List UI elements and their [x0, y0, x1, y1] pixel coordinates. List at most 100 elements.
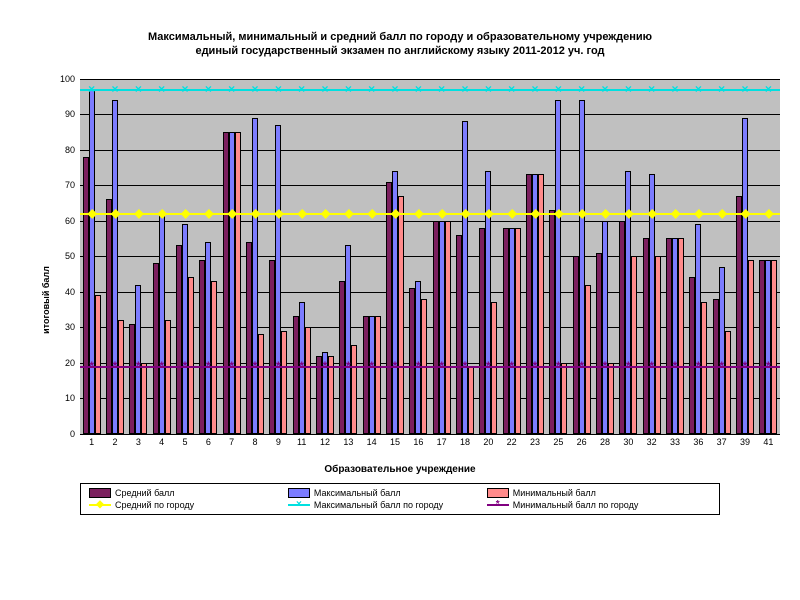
x-tick-label: 9: [276, 437, 281, 447]
reference-marker: ×: [298, 85, 306, 93]
gridline: [80, 221, 780, 222]
bar: [771, 260, 777, 434]
chart-title-line2: единый государственный экзамен по англий…: [20, 44, 780, 58]
y-tick-label: 0: [70, 429, 75, 439]
x-tick-label: 33: [670, 437, 680, 447]
reference-marker: ◆: [508, 209, 516, 217]
reference-marker: *: [764, 362, 772, 370]
reference-marker: *: [321, 362, 329, 370]
bar: [515, 228, 521, 434]
chart-title-line1: Максимальный, минимальный и средний балл…: [20, 30, 780, 44]
reference-marker: ◆: [694, 209, 702, 217]
chart-title: Максимальный, минимальный и средний балл…: [0, 0, 800, 69]
legend-item: Средний балл: [89, 488, 276, 498]
reference-marker: *: [671, 362, 679, 370]
legend-line-swatch: ×: [288, 500, 310, 510]
reference-marker: ◆: [554, 209, 562, 217]
reference-marker: ×: [88, 85, 96, 93]
reference-marker: ◆: [718, 209, 726, 217]
legend-swatch: [288, 488, 310, 498]
x-tick-label: 13: [343, 437, 353, 447]
y-tick-label: 60: [65, 216, 75, 226]
reference-marker: ×: [554, 85, 562, 93]
reference-marker: ◆: [158, 209, 166, 217]
reference-marker: ◆: [228, 209, 236, 217]
reference-marker: ×: [181, 85, 189, 93]
reference-marker: *: [111, 362, 119, 370]
gridline: [80, 150, 780, 151]
legend-label: Средний балл: [115, 488, 175, 498]
x-tick-label: 7: [229, 437, 234, 447]
x-tick-label: 6: [206, 437, 211, 447]
reference-marker: *: [578, 362, 586, 370]
reference-marker: ◆: [251, 209, 259, 217]
legend-label: Максимальный балл по городу: [314, 500, 443, 510]
reference-marker: *: [88, 362, 96, 370]
legend-line-swatch: ◆: [89, 500, 111, 510]
reference-marker: ×: [251, 85, 259, 93]
gridline: [80, 185, 780, 186]
reference-marker: ×: [671, 85, 679, 93]
reference-marker: ◆: [414, 209, 422, 217]
x-axis-label: Образовательное учреждение: [0, 464, 800, 475]
reference-marker: *: [601, 362, 609, 370]
x-axis: 1234567891112131415161718202223252628303…: [80, 434, 780, 459]
reference-marker: ◆: [484, 209, 492, 217]
legend-label: Минимальный балл: [513, 488, 596, 498]
reference-marker: *: [508, 362, 516, 370]
bar: [608, 363, 614, 434]
x-tick-label: 1: [89, 437, 94, 447]
x-tick-label: 28: [600, 437, 610, 447]
reference-marker: ◆: [344, 209, 352, 217]
reference-marker: ×: [508, 85, 516, 93]
reference-marker: *: [741, 362, 749, 370]
reference-marker: ×: [274, 85, 282, 93]
legend-label: Средний по городу: [115, 500, 194, 510]
reference-marker: *: [134, 362, 142, 370]
x-tick-label: 25: [553, 437, 563, 447]
reference-marker: ×: [718, 85, 726, 93]
y-axis: 0102030405060708090100: [55, 79, 77, 434]
bar: [141, 363, 147, 434]
gridline: [80, 79, 780, 80]
reference-marker: ×: [578, 85, 586, 93]
reference-marker: ×: [134, 85, 142, 93]
bar: [211, 281, 217, 434]
x-tick-label: 14: [367, 437, 377, 447]
reference-marker: ◆: [298, 209, 306, 217]
y-tick-label: 50: [65, 251, 75, 261]
reference-marker: ◆: [578, 209, 586, 217]
reference-marker: ◆: [368, 209, 376, 217]
reference-marker: ×: [484, 85, 492, 93]
y-tick-label: 70: [65, 180, 75, 190]
y-tick-label: 80: [65, 145, 75, 155]
reference-marker: ×: [438, 85, 446, 93]
legend: Средний балл Максимальный балл Минимальный…: [80, 483, 720, 515]
bar: [561, 363, 567, 434]
x-tick-label: 2: [112, 437, 117, 447]
bar: [631, 256, 637, 434]
legend-line-swatch: *: [487, 500, 509, 510]
bar: [305, 327, 311, 434]
reference-marker: ◆: [321, 209, 329, 217]
y-tick-label: 10: [65, 393, 75, 403]
reference-marker: ◆: [88, 209, 96, 217]
reference-marker: *: [251, 362, 259, 370]
bar: [281, 331, 287, 434]
reference-marker: *: [158, 362, 166, 370]
x-tick-label: 8: [252, 437, 257, 447]
reference-marker: ×: [601, 85, 609, 93]
bar: [398, 196, 404, 434]
reference-marker: *: [228, 362, 236, 370]
legend-item: *Минимальный балл по городу: [487, 500, 711, 510]
reference-marker: ◆: [601, 209, 609, 217]
reference-marker: ×: [694, 85, 702, 93]
x-tick-label: 41: [763, 437, 773, 447]
chart-area: 0102030405060708090100 ◆◆◆◆◆◆◆◆◆◆◆◆◆◆◆◆◆…: [55, 79, 780, 459]
bar: [165, 320, 171, 434]
x-tick-label: 3: [136, 437, 141, 447]
reference-marker: ×: [344, 85, 352, 93]
legend-item: Максимальный балл: [288, 488, 475, 498]
reference-marker: *: [181, 362, 189, 370]
bar: [725, 331, 731, 434]
